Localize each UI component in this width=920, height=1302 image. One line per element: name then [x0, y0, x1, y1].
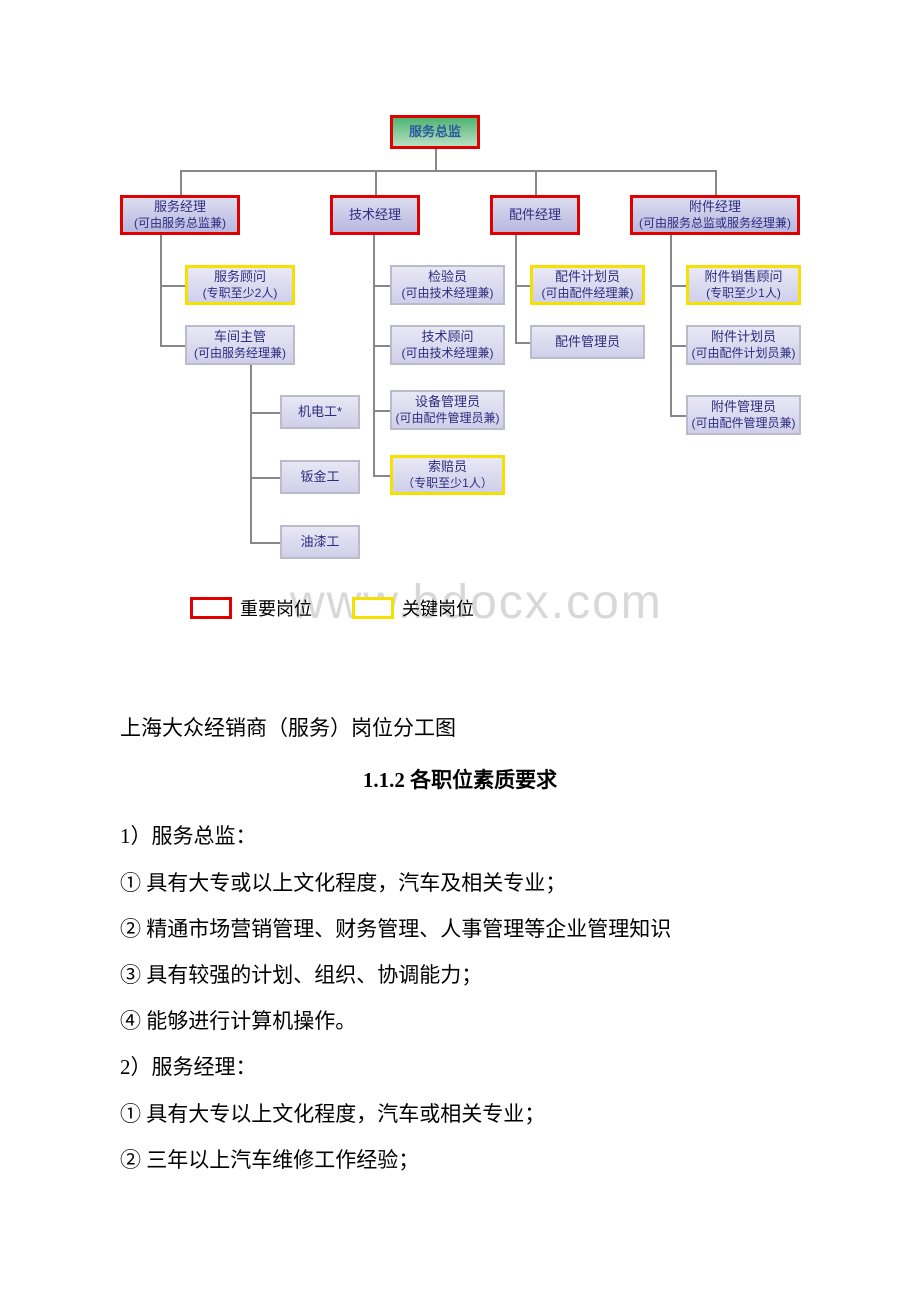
org-chart: 服务总监服务经理(可由服务总监兼) 技术经理 配件经理 附件经理(可由服务总监或服务经…	[90, 85, 830, 655]
node-sublabel: (可由服务总监兼)	[134, 216, 226, 232]
node-label: 服务经理	[154, 199, 206, 216]
connector-line	[373, 235, 375, 475]
body-line: 1）服务总监：	[120, 813, 800, 859]
legend: 重要岗位 关键岗位	[190, 595, 474, 621]
node-label: 检验员	[428, 269, 467, 286]
node-label: 油漆工	[300, 534, 339, 551]
org-node-s24: 索赔员（专职至少1人）	[390, 455, 505, 495]
node-label: 机电工*	[298, 404, 342, 421]
body-line: ② 三年以上汽车维修工作经验；	[120, 1137, 800, 1183]
connector-line	[160, 235, 162, 345]
connector-line	[373, 475, 390, 477]
org-node-s11: 服务顾问(专职至少2人)	[185, 265, 295, 305]
org-node-s122: 钣金工	[280, 460, 360, 494]
org-node-s41: 附件销售顾问(专职至少1人)	[686, 265, 801, 305]
legend-label: 重要岗位	[240, 595, 312, 621]
connector-line	[670, 285, 686, 287]
connector-line	[515, 285, 530, 287]
connector-line	[373, 345, 390, 347]
connector-line	[160, 345, 185, 347]
connector-line	[435, 149, 437, 170]
legend-label: 关键岗位	[402, 595, 474, 621]
body-line: ④ 能够进行计算机操作。	[120, 998, 800, 1044]
node-label: 服务总监	[409, 124, 461, 141]
org-node-mgr2: 技术经理	[330, 195, 420, 235]
section-title: 1.1.2 各职位素质要求	[120, 757, 800, 803]
connector-line	[515, 342, 530, 344]
connector-line	[250, 365, 252, 542]
connector-line	[180, 170, 182, 195]
node-sublabel: (可由配件计划员兼)	[692, 346, 796, 362]
org-node-s21: 检验员(可由技术经理兼)	[390, 265, 505, 305]
body-line: 2）服务经理：	[120, 1044, 800, 1090]
node-sublabel: (可由服务总监或服务经理兼)	[639, 216, 791, 232]
connector-line	[250, 542, 280, 544]
body-line: ③ 具有较强的计划、组织、协调能力；	[120, 952, 800, 998]
connector-line	[373, 285, 390, 287]
connector-line	[373, 410, 390, 412]
legend-item-key: 关键岗位	[352, 595, 474, 621]
node-sublabel: (可由配件管理员兼)	[692, 416, 796, 432]
node-label: 车间主管	[214, 329, 266, 346]
node-sublabel: （专职至少1人）	[402, 476, 493, 492]
body-line: ① 具有大专以上文化程度，汽车或相关专业；	[120, 1091, 800, 1137]
org-node-s123: 油漆工	[280, 525, 360, 559]
org-node-s42: 附件计划员(可由配件计划员兼)	[686, 325, 801, 365]
node-sublabel: (可由配件经理兼)	[542, 286, 634, 302]
connector-line	[670, 415, 686, 417]
body-line: ② 精通市场营销管理、财务管理、人事管理等企业管理知识	[120, 906, 800, 952]
org-node-mgr3: 配件经理	[490, 195, 580, 235]
node-label: 配件管理员	[555, 334, 620, 351]
node-label: 技术顾问	[421, 329, 473, 346]
connector-line	[160, 285, 185, 287]
node-sublabel: (专职至少1人)	[706, 286, 781, 302]
org-node-s121: 机电工*	[280, 395, 360, 429]
connector-line	[250, 412, 280, 414]
node-label: 设备管理员	[415, 394, 480, 411]
node-label: 钣金工	[300, 469, 339, 486]
org-node-s12: 车间主管(可由服务经理兼)	[185, 325, 295, 365]
node-sublabel: (可由服务经理兼)	[194, 346, 286, 362]
connector-line	[180, 170, 715, 172]
connector-line	[515, 235, 517, 342]
org-node-s32: 配件管理员	[530, 325, 645, 359]
node-label: 附件销售顾问	[704, 269, 782, 286]
node-sublabel: (可由配件管理员兼)	[396, 411, 500, 427]
node-label: 配件经理	[509, 207, 561, 224]
node-sublabel: (专职至少2人)	[203, 286, 278, 302]
connector-line	[670, 235, 672, 415]
legend-item-important: 重要岗位	[190, 595, 312, 621]
org-node-s31: 配件计划员(可由配件经理兼)	[530, 265, 645, 305]
node-label: 技术经理	[349, 207, 401, 224]
node-sublabel: (可由技术经理兼)	[402, 286, 494, 302]
document-body: 上海大众经销商（服务）岗位分工图 1.1.2 各职位素质要求 1）服务总监： ①…	[0, 655, 920, 1243]
node-label: 索赔员	[428, 459, 467, 476]
node-label: 附件经理	[689, 199, 741, 216]
legend-box-yellow	[352, 597, 394, 619]
node-label: 附件计划员	[711, 329, 776, 346]
node-label: 附件管理员	[711, 399, 776, 416]
node-sublabel: (可由技术经理兼)	[402, 346, 494, 362]
org-node-root: 服务总监	[390, 115, 480, 149]
org-node-s22: 技术顾问(可由技术经理兼)	[390, 325, 505, 365]
node-label: 配件计划员	[555, 269, 620, 286]
org-node-s43: 附件管理员(可由配件管理员兼)	[686, 395, 801, 435]
legend-box-red	[190, 597, 232, 619]
connector-line	[250, 477, 280, 479]
chart-caption: 上海大众经销商（服务）岗位分工图	[120, 705, 800, 751]
connector-line	[535, 170, 537, 195]
node-label: 服务顾问	[214, 269, 266, 286]
body-line: ① 具有大专或以上文化程度，汽车及相关专业；	[120, 860, 800, 906]
org-node-mgr1: 服务经理(可由服务总监兼)	[120, 195, 240, 235]
connector-line	[715, 170, 717, 195]
connector-line	[670, 345, 686, 347]
org-node-mgr4: 附件经理(可由服务总监或服务经理兼)	[630, 195, 800, 235]
connector-line	[375, 170, 377, 195]
org-node-s23: 设备管理员(可由配件管理员兼)	[390, 390, 505, 430]
